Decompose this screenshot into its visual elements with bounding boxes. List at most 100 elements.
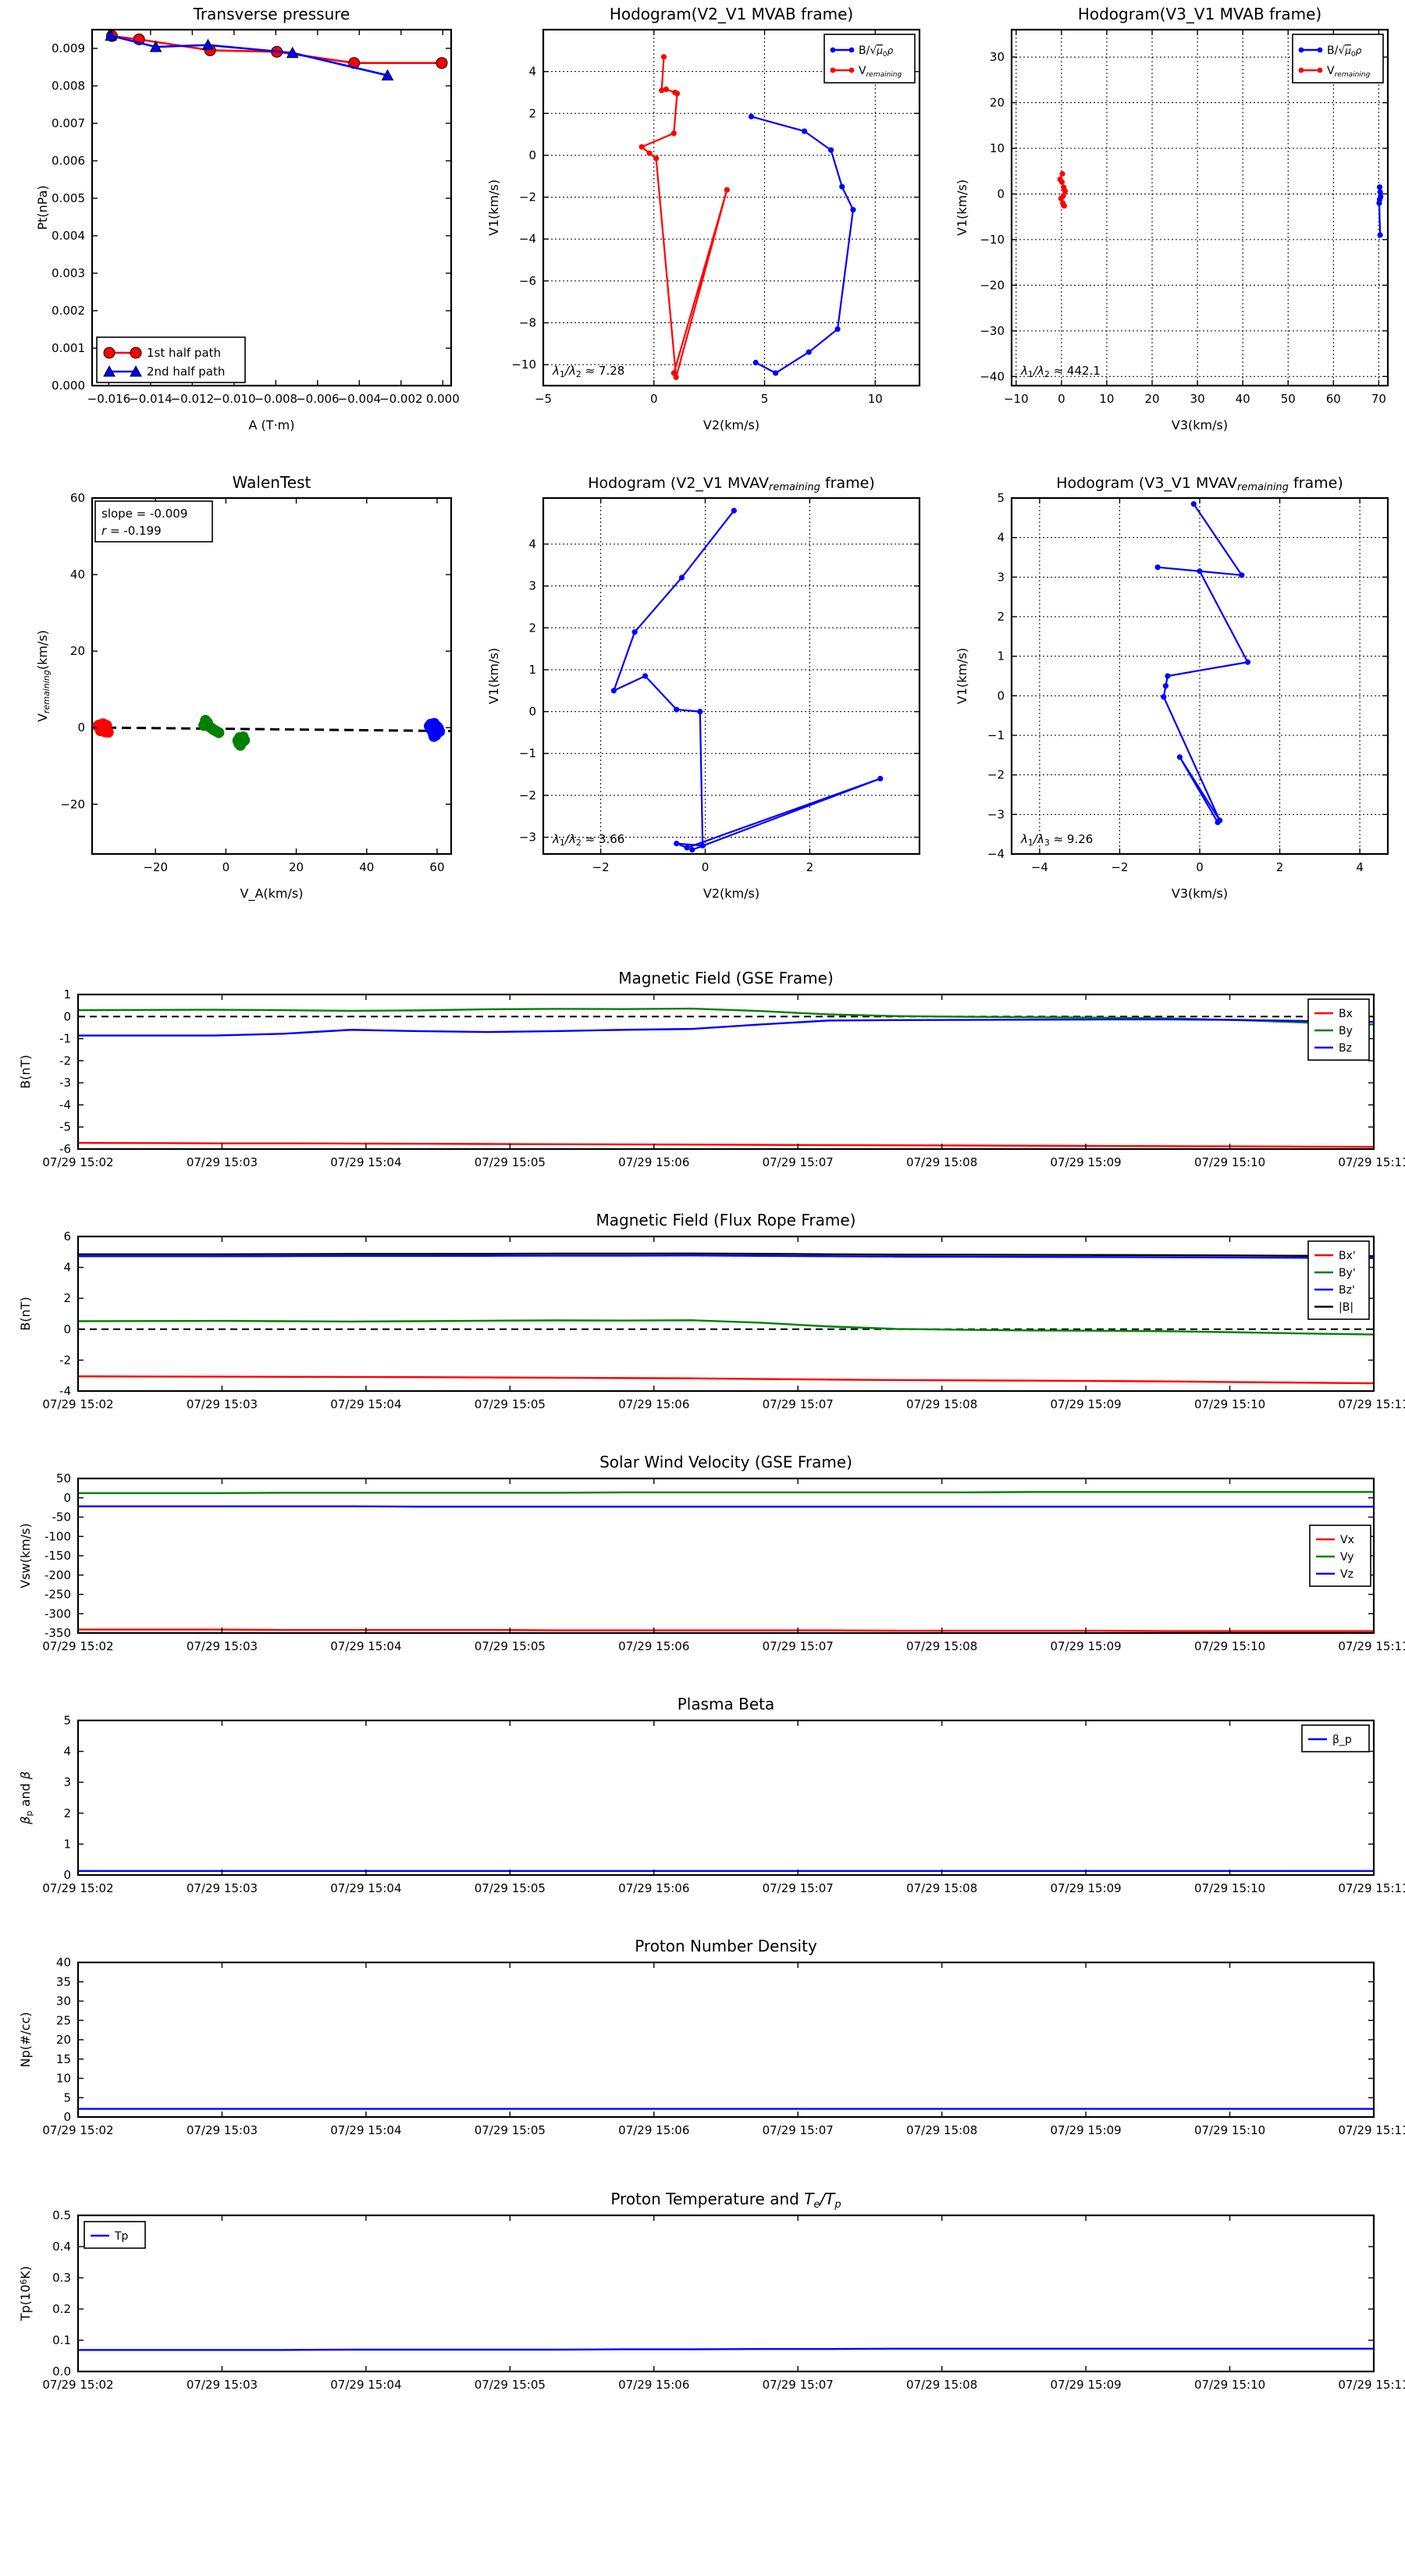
axes-frame [542, 496, 921, 856]
legend-marker [1298, 67, 1304, 73]
marker-dot [638, 144, 645, 150]
time-tick-label: 07/29 15:10 [1194, 1881, 1265, 1895]
panel-title: Hodogram(V2_V1 MVAB frame) [610, 5, 853, 23]
marker-dot [610, 688, 617, 694]
yticklabel: −2 [519, 788, 536, 802]
panel-title: Hodogram (V3_V1 MVAVremaining frame) [1056, 475, 1343, 493]
yticklabel: 2 [997, 610, 1005, 624]
yticklabel: −1 [987, 728, 1005, 742]
x-axis-label: A (T·m) [249, 418, 295, 432]
y-axis-label: Vsw(km/s) [18, 1523, 33, 1588]
yticklabel: -50 [52, 1510, 72, 1525]
marker-dot [673, 374, 679, 380]
yticklabel: 0.000 [52, 379, 85, 393]
marker-dot [646, 150, 653, 156]
y-axis-label: V1(km/s) [955, 648, 969, 704]
xticklabel: −0.016 [87, 392, 131, 406]
panel-proton-number-density: 0 5 10 15 20 25 30 35 40 07/29 15:02 07/29 15:03 07… [0, 1928, 1405, 2154]
time-tick-label: 07/29 15:11 [1338, 1155, 1405, 1169]
yticklabel: 0.007 [52, 116, 85, 130]
panel-proton-temperature: 0.0 0.1 0.2 0.3 0.4 0.5 07/29 15:02 07/29 15:03… [0, 2178, 1405, 2412]
time-tick-label: 07/29 15:04 [330, 2123, 401, 2137]
yticklabel: -200 [44, 1568, 71, 1582]
series-By' [76, 1319, 1375, 1336]
axes-frame [76, 1961, 1375, 2119]
panel-solar-wind-velocity: -350 -300 -250 -200 -150 -100 -50 0 50 07/29 15:0… [0, 1444, 1405, 1670]
xticklabel: −0.006 [296, 392, 340, 406]
legend-label: Bx' [1339, 1250, 1356, 1262]
marker-triangle [105, 29, 117, 41]
xticklabel: 20 [289, 860, 304, 874]
time-tick-label: 07/29 15:07 [763, 1155, 834, 1169]
marker-dot [1190, 501, 1197, 507]
time-tick-label: 07/29 15:11 [1338, 2123, 1405, 2137]
marker-dot [1376, 200, 1382, 206]
xticklabel: −5 [535, 392, 552, 406]
yticklabel: 1 [528, 663, 536, 677]
time-tick-label: 07/29 15:02 [42, 1397, 113, 1411]
yticklabel: -100 [44, 1529, 71, 1543]
yticklabel: 1 [997, 649, 1005, 664]
time-tick-label: 07/29 15:10 [1194, 2123, 1265, 2137]
yticklabel: 10 [56, 2072, 71, 2086]
marker-dot [699, 842, 706, 849]
marker-circle [436, 57, 448, 69]
legend-label: B/√μ0ρ [859, 44, 894, 59]
time-tick-label: 07/29 15:11 [1338, 1397, 1405, 1411]
time-tick-label: 07/29 15:09 [1050, 2378, 1121, 2392]
time-tick-label: 07/29 15:07 [763, 1881, 834, 1895]
legend-label: Bz' [1339, 1284, 1355, 1297]
xticklabel: −4 [1031, 860, 1048, 874]
y-axis-label: Tp(106K) [18, 2266, 33, 2322]
marker-dot [801, 128, 808, 134]
yticklabel: -4 [59, 1384, 71, 1398]
marker-dot [839, 183, 845, 190]
plot-area-mag-field-fluxrope [76, 1252, 1375, 1385]
yticklabel: 0 [997, 187, 1005, 201]
panel-hodogram-v2v1-mvab: −5 0 5 10 −10 −8 −6 −4 −2 0 2 4 Hodogram(V2_V1 MVAB … [468, 0, 937, 453]
time-tick-label: 07/29 15:05 [475, 2123, 546, 2137]
marker-dot [642, 673, 649, 679]
marker-dot [1215, 819, 1221, 826]
plot-area-transverse-pressure [105, 29, 448, 81]
plot-area-hodogram-v2v1-mvab [543, 30, 919, 386]
marker-dot [97, 724, 108, 735]
yticklabel: 1 [63, 1837, 71, 1851]
marker-dot [674, 91, 681, 97]
panel-hodogram-v3v1-mvav: −4 −2 0 2 4 −4 −3 −2 −1 0 1 2 3 4 5 Hodogram (V3_V1 MVA… [937, 468, 1405, 921]
y-axis-label: B(nT) [18, 1055, 33, 1088]
panel-walen-test: −20 0 20 40 60 −20 0 20 40 60 WalenTest V_A(km/s) Vr… [0, 468, 468, 921]
time-tick-label: 07/29 15:04 [330, 1881, 401, 1895]
time-tick-label: 07/29 15:07 [763, 2123, 834, 2137]
xticklabel: 2 [806, 860, 814, 874]
yticklabel: −40 [980, 369, 1005, 383]
panel-title: WalenTest [233, 473, 311, 492]
panel-title: Hodogram (V2_V1 MVAVremaining frame) [588, 475, 874, 493]
x-axis-label: V2(km/s) [703, 886, 759, 901]
legend-marker [848, 67, 855, 73]
yticklabel: −3 [519, 831, 536, 845]
marker-dot [752, 359, 759, 366]
panel-hodogram-v3v1-mvab: −10 0 10 20 30 40 50 60 70 −40 −30 −20 −10 0 10 20 30 Hod… [937, 0, 1405, 453]
marker-dot [748, 113, 755, 119]
y-axis-label: Np(#/cc) [18, 2012, 33, 2068]
legend-marker [130, 365, 142, 377]
panel-transverse-pressure: −0.016 −0.014 −0.012 −0.010 −0.008 −0.006 −0.0… [0, 0, 468, 453]
marker-dot [1058, 179, 1065, 185]
walen-fit-line [91, 726, 452, 732]
yticklabel: 0.4 [52, 2240, 71, 2254]
x-axis-label: V3(km/s) [1172, 418, 1228, 432]
axes-frame [91, 28, 453, 387]
marker-dot [1061, 203, 1067, 209]
xticklabel: 0 [650, 392, 658, 406]
marker-triangle [149, 41, 162, 52]
y-axis-label: B(nT) [18, 1297, 33, 1330]
yticklabel: 0.009 [52, 41, 85, 55]
series-line-trajectory [613, 509, 881, 851]
xticklabel: 70 [1371, 392, 1386, 406]
panel-plasma-beta: 0 1 2 3 4 5 07/29 15:02 07/29 15:03 07/29 15:04 0… [0, 1686, 1405, 1912]
xticklabel: 4 [1356, 860, 1364, 874]
series-Bz [76, 1018, 1375, 1037]
yticklabel: -4 [59, 1098, 71, 1112]
